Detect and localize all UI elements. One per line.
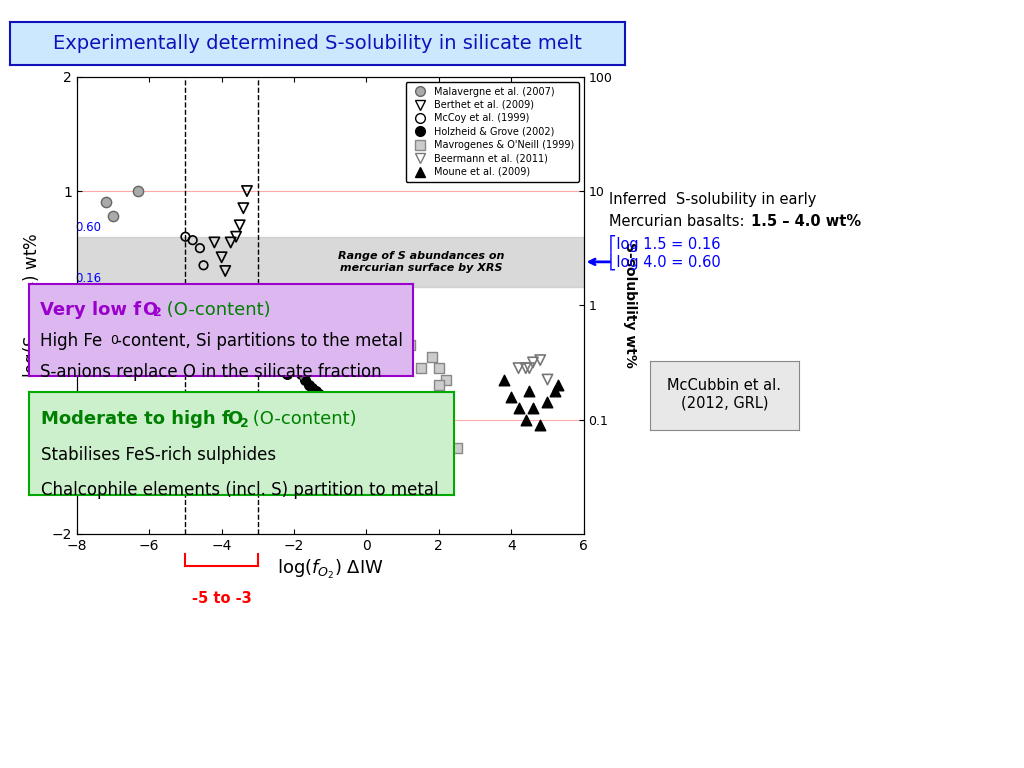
- Point: [279, 368, 295, 380]
- Point: [304, 399, 321, 412]
- Text: Range of S abundances on
mercurian surface by XRS: Range of S abundances on mercurian surfa…: [338, 251, 504, 273]
- Point: [438, 373, 455, 386]
- Point: [394, 396, 411, 409]
- Point: [496, 373, 512, 386]
- Point: [217, 316, 233, 329]
- Bar: [77, 237, 584, 287]
- Text: -5.0 to -3.0 ΔIW: -5.0 to -3.0 ΔIW: [189, 472, 254, 481]
- Point: [366, 356, 382, 369]
- Point: [510, 402, 526, 414]
- Text: 0: 0: [111, 334, 118, 347]
- Text: (O-content): (O-content): [247, 410, 356, 429]
- Point: [130, 185, 146, 197]
- Text: -content, Si partitions to the metal: -content, Si partitions to the metal: [117, 332, 403, 350]
- Text: Moderate to high f: Moderate to high f: [41, 410, 230, 429]
- Y-axis label: log(S$_{\mathregular{Solubility}}$) wt%: log(S$_{\mathregular{Solubility}}$) wt%: [22, 233, 46, 378]
- Point: [206, 293, 222, 306]
- Point: [521, 362, 538, 374]
- Text: High Fe: High Fe: [40, 332, 102, 350]
- Point: [521, 385, 538, 397]
- Point: [377, 362, 393, 374]
- Point: [300, 379, 316, 392]
- Point: [550, 379, 566, 392]
- Point: [184, 234, 201, 247]
- Point: [387, 350, 403, 362]
- Point: [532, 419, 549, 432]
- Point: [413, 362, 429, 374]
- Text: O: O: [227, 410, 243, 429]
- Point: [517, 413, 534, 425]
- Point: [401, 339, 418, 352]
- Point: [206, 237, 222, 249]
- Text: 2: 2: [240, 416, 249, 429]
- Point: [267, 339, 284, 352]
- Point: [213, 251, 229, 263]
- Point: [431, 379, 447, 392]
- Point: [191, 242, 208, 254]
- Text: 1.5 – 4.0 wt%: 1.5 – 4.0 wt%: [751, 214, 861, 229]
- Text: 0.16: 0.16: [75, 272, 101, 285]
- Point: [503, 391, 519, 403]
- Text: Inferred  S-solubility in early: Inferred S-solubility in early: [609, 192, 817, 207]
- Point: [311, 389, 328, 401]
- Point: [293, 368, 309, 380]
- Text: Chalcophile elements (incl. S) partition to metal: Chalcophile elements (incl. S) partition…: [41, 481, 439, 499]
- Text: O: O: [142, 301, 158, 319]
- Point: [510, 362, 526, 374]
- Point: [275, 362, 292, 374]
- Point: [358, 362, 375, 374]
- Point: [97, 197, 114, 209]
- Point: [424, 350, 440, 362]
- Text: 2: 2: [154, 306, 162, 319]
- Point: [283, 350, 299, 362]
- Point: [297, 373, 313, 386]
- Point: [524, 356, 541, 369]
- Point: [431, 362, 447, 374]
- Text: ⎡log 1.5 = 0.16: ⎡log 1.5 = 0.16: [609, 234, 721, 252]
- Point: [222, 237, 239, 249]
- Text: S-anions replace O in the silicate fraction: S-anions replace O in the silicate fract…: [40, 363, 382, 382]
- Point: [524, 402, 541, 414]
- Point: [104, 210, 121, 222]
- Point: [449, 442, 465, 454]
- Point: [547, 385, 563, 397]
- Point: [177, 230, 194, 243]
- Point: [540, 396, 556, 409]
- Point: [532, 354, 549, 366]
- Point: [231, 219, 248, 231]
- Text: Mercurian basalts:: Mercurian basalts:: [609, 214, 750, 229]
- Text: McCubbin et al.
(2012, GRL): McCubbin et al. (2012, GRL): [668, 378, 781, 410]
- Point: [286, 356, 302, 369]
- Point: [217, 265, 233, 277]
- X-axis label: log($f_{O_2}$) $\Delta$IW: log($f_{O_2}$) $\Delta$IW: [278, 558, 383, 581]
- Point: [304, 382, 321, 394]
- Point: [517, 362, 534, 374]
- Point: [394, 345, 411, 357]
- Point: [239, 185, 255, 197]
- Text: (O-content): (O-content): [161, 301, 270, 319]
- Point: [213, 310, 229, 323]
- Point: [196, 259, 212, 271]
- Text: 0.60: 0.60: [75, 221, 101, 234]
- Point: [290, 362, 306, 374]
- Point: [236, 202, 252, 214]
- Text: Experimentally determined S-solubility in silicate melt: Experimentally determined S-solubility i…: [53, 34, 582, 53]
- Point: [228, 230, 245, 243]
- Legend: Malavergne et al. (2007), Berthet et al. (2009), McCoy et al. (1999), Holzheid &: Malavergne et al. (2007), Berthet et al.…: [406, 81, 579, 182]
- Point: [540, 373, 556, 386]
- Text: -5 to -3: -5 to -3: [191, 591, 252, 606]
- Point: [307, 385, 324, 397]
- Text: Very low f: Very low f: [40, 301, 141, 319]
- Text: Stabilises FeS-rich sulphides: Stabilises FeS-rich sulphides: [41, 445, 276, 464]
- Text: ⎣log 4.0 = 0.60: ⎣log 4.0 = 0.60: [609, 252, 721, 270]
- Y-axis label: S-solubility wt%: S-solubility wt%: [624, 243, 637, 368]
- Point: [293, 368, 309, 380]
